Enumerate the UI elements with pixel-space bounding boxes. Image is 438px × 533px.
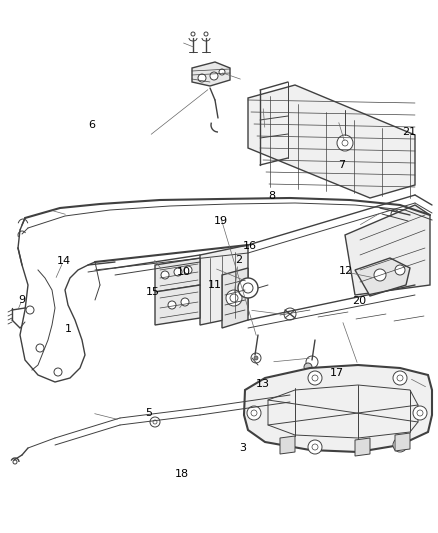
Text: 7: 7: [338, 160, 345, 170]
Polygon shape: [355, 258, 410, 296]
Text: 17: 17: [330, 368, 344, 378]
Text: 16: 16: [243, 241, 257, 251]
Text: 10: 10: [177, 267, 191, 277]
Circle shape: [184, 266, 192, 274]
Circle shape: [230, 294, 238, 302]
Polygon shape: [155, 285, 200, 325]
Polygon shape: [345, 205, 430, 295]
Text: 6: 6: [88, 120, 95, 130]
Text: 1: 1: [64, 325, 71, 334]
Circle shape: [374, 269, 386, 281]
Circle shape: [304, 363, 312, 371]
Circle shape: [150, 417, 160, 427]
Polygon shape: [395, 433, 410, 451]
Polygon shape: [200, 245, 248, 325]
Circle shape: [219, 69, 225, 75]
Circle shape: [251, 353, 261, 363]
Polygon shape: [222, 268, 248, 328]
Text: 11: 11: [208, 280, 222, 290]
Circle shape: [284, 308, 296, 320]
Polygon shape: [248, 85, 415, 198]
Text: 9: 9: [18, 295, 25, 304]
Text: 3: 3: [240, 443, 247, 453]
Text: 12: 12: [339, 266, 353, 276]
Circle shape: [397, 442, 403, 448]
Text: 2: 2: [235, 255, 242, 265]
Circle shape: [226, 290, 242, 306]
Circle shape: [254, 356, 258, 360]
Text: 21: 21: [403, 127, 417, 137]
Circle shape: [417, 410, 423, 416]
Text: 13: 13: [256, 379, 270, 389]
Polygon shape: [355, 438, 370, 456]
Circle shape: [337, 135, 353, 151]
Circle shape: [247, 406, 261, 420]
Polygon shape: [244, 365, 432, 452]
Circle shape: [168, 301, 176, 309]
Circle shape: [308, 440, 322, 454]
Text: 18: 18: [175, 470, 189, 479]
Circle shape: [287, 392, 299, 404]
Circle shape: [391, 210, 399, 218]
Circle shape: [161, 271, 169, 279]
Circle shape: [198, 74, 206, 82]
Circle shape: [397, 375, 403, 381]
Circle shape: [36, 344, 44, 352]
Circle shape: [413, 406, 427, 420]
Circle shape: [251, 410, 257, 416]
Circle shape: [210, 72, 218, 80]
Polygon shape: [155, 258, 200, 292]
Circle shape: [395, 265, 405, 275]
Text: 19: 19: [214, 216, 228, 226]
Circle shape: [312, 375, 318, 381]
Text: 8: 8: [268, 191, 275, 201]
Circle shape: [393, 371, 407, 385]
Text: 14: 14: [57, 256, 71, 266]
Circle shape: [308, 371, 322, 385]
Text: 5: 5: [145, 408, 152, 418]
Circle shape: [393, 438, 407, 452]
Circle shape: [238, 278, 258, 298]
Polygon shape: [192, 62, 230, 86]
Circle shape: [153, 420, 157, 424]
Circle shape: [54, 368, 62, 376]
Text: 15: 15: [146, 287, 160, 297]
Circle shape: [26, 306, 34, 314]
Polygon shape: [280, 436, 295, 454]
Circle shape: [312, 444, 318, 450]
Circle shape: [342, 140, 348, 146]
Circle shape: [306, 356, 318, 368]
Circle shape: [174, 268, 182, 276]
Circle shape: [181, 298, 189, 306]
Circle shape: [243, 283, 253, 293]
Text: 20: 20: [352, 296, 366, 306]
